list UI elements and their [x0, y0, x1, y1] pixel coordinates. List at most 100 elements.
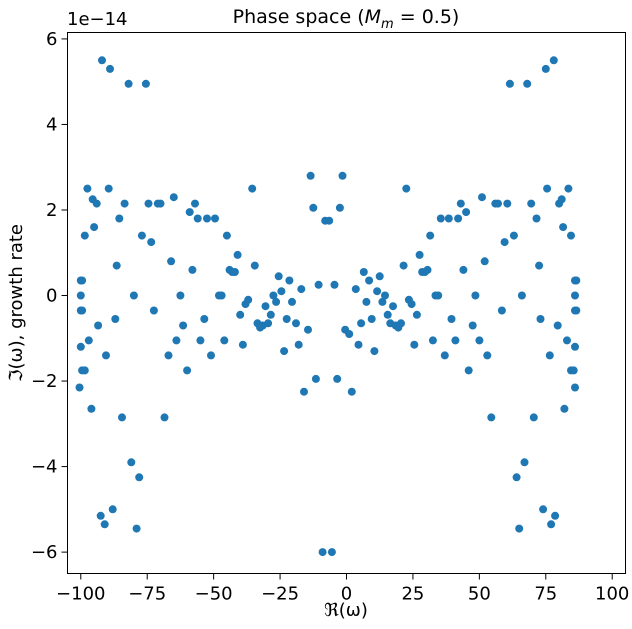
data-point: [83, 184, 92, 193]
data-point: [370, 347, 379, 356]
data-point: [428, 336, 437, 345]
data-point: [338, 171, 347, 180]
data-point: [399, 261, 408, 270]
data-point: [84, 336, 93, 345]
data-point: [378, 297, 387, 306]
data-point: [193, 214, 202, 223]
data-point: [545, 351, 554, 360]
data-point: [436, 214, 445, 223]
data-point: [294, 340, 303, 349]
data-point: [169, 193, 178, 202]
data-point: [383, 310, 392, 319]
data-point: [512, 473, 521, 482]
data-point: [572, 276, 581, 285]
data-point: [571, 383, 579, 392]
data-point: [471, 291, 480, 300]
data-point: [351, 285, 360, 294]
data-point: [78, 276, 87, 285]
data-point: [571, 342, 579, 351]
data-point: [297, 285, 306, 294]
data-point: [272, 297, 281, 306]
data-point: [94, 321, 103, 330]
data-point: [200, 315, 209, 323]
data-point: [532, 214, 541, 223]
data-point: [100, 520, 109, 529]
data-point: [318, 548, 327, 557]
data-point: [567, 231, 575, 240]
data-point: [147, 238, 156, 247]
y-tick-label: 0: [46, 286, 57, 307]
data-point: [104, 184, 113, 193]
data-point: [500, 238, 509, 247]
data-point: [464, 366, 473, 375]
data-point: [365, 276, 374, 285]
data-point: [459, 265, 468, 274]
data-point: [264, 319, 273, 328]
data-point: [402, 184, 411, 193]
data-point: [300, 387, 308, 396]
x-tick-label: 75: [534, 584, 557, 605]
data-point: [535, 261, 544, 270]
data-point: [102, 351, 110, 360]
data-point: [179, 321, 188, 330]
data-point: [505, 79, 514, 88]
data-point: [494, 199, 502, 208]
data-point: [183, 366, 192, 375]
data-point: [98, 56, 106, 65]
data-point: [557, 195, 566, 204]
y-tick-label: 2: [46, 200, 57, 221]
data-point: [220, 336, 229, 345]
data-point: [564, 184, 573, 193]
data-point: [444, 214, 453, 223]
data-point: [106, 64, 114, 73]
data-points: [75, 56, 581, 557]
x-tick-label: 50: [468, 584, 491, 605]
data-point: [447, 315, 456, 323]
data-point: [176, 291, 185, 300]
data-point: [129, 291, 138, 300]
data-point: [381, 291, 389, 300]
data-point: [423, 265, 432, 274]
y-tick-label: −2: [31, 371, 58, 392]
data-point: [480, 257, 489, 266]
x-axis-label: ℜ(ω): [324, 600, 368, 621]
data-point: [167, 257, 176, 266]
data-point: [454, 214, 463, 223]
data-point: [397, 319, 405, 328]
data-point: [475, 336, 484, 345]
data-point: [149, 306, 158, 315]
data-point: [345, 330, 354, 338]
data-point: [211, 214, 219, 223]
data-point: [515, 524, 524, 533]
chart-title: Phase space (Mm = 0.5): [233, 6, 460, 32]
data-point: [269, 291, 278, 300]
data-point: [451, 336, 460, 345]
data-point: [160, 413, 169, 422]
data-point: [354, 340, 363, 349]
data-point: [539, 505, 548, 514]
x-tick-label: −50: [195, 584, 233, 605]
data-point: [191, 199, 199, 208]
x-tick-label: 0: [341, 584, 352, 605]
data-point: [90, 223, 99, 232]
data-point: [520, 458, 529, 467]
data-point: [434, 291, 443, 300]
data-point: [541, 64, 550, 73]
data-point: [282, 315, 291, 323]
data-point: [509, 231, 518, 240]
data-point: [250, 261, 259, 270]
data-point: [468, 321, 477, 330]
data-point: [527, 199, 536, 208]
data-point: [456, 199, 465, 208]
data-point: [217, 291, 226, 300]
data-point: [547, 520, 556, 529]
data-point: [407, 300, 416, 309]
y-offset-label: 1e−14: [67, 9, 128, 30]
y-tick-label: 4: [46, 114, 57, 135]
data-point: [156, 199, 165, 208]
data-point: [536, 315, 545, 323]
data-point: [76, 291, 85, 300]
data-point: [244, 295, 253, 304]
data-point: [80, 231, 89, 240]
